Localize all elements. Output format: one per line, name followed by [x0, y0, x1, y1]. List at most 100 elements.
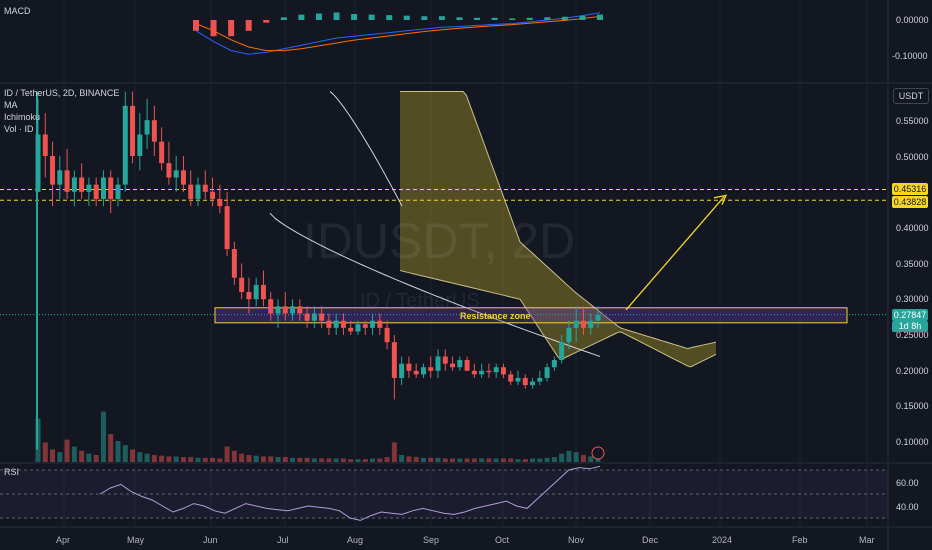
- volume-bar: [115, 441, 121, 462]
- volume-bar: [464, 458, 470, 462]
- macd-histogram-bar: [579, 15, 586, 20]
- candle-body: [217, 198, 223, 207]
- indicator-ichimoku-label[interactable]: Ichimoku: [4, 112, 41, 122]
- candle-body: [64, 170, 70, 192]
- candle-body: [413, 370, 419, 375]
- volume-bar: [551, 457, 557, 462]
- macd-histogram-bar: [544, 17, 551, 20]
- candle-body: [370, 320, 376, 328]
- rsi-tick-label: 60.00: [896, 478, 919, 488]
- volume-bar: [500, 458, 506, 462]
- currency-button[interactable]: USDT: [893, 88, 929, 104]
- price-tick-label: 0.20000: [896, 366, 929, 376]
- macd-histogram-bar: [193, 20, 199, 31]
- candle-body: [384, 327, 390, 343]
- volume-bar: [326, 458, 332, 462]
- volume-bar: [559, 453, 565, 462]
- ma-slow-line: [329, 91, 403, 207]
- volume-bar: [428, 457, 434, 462]
- volume-bar: [268, 456, 274, 462]
- volume-bar: [71, 446, 77, 462]
- candle-body: [493, 367, 499, 373]
- candle-body: [377, 320, 383, 328]
- candle-body: [268, 299, 274, 314]
- ichimoku-span-a: [400, 91, 717, 350]
- candle-body: [130, 105, 136, 156]
- volume-bar: [355, 459, 361, 462]
- candle-body: [580, 320, 586, 328]
- price-tick-label: 0.55000: [896, 116, 929, 126]
- volume-bar: [377, 458, 383, 462]
- candle-body: [559, 342, 565, 361]
- candle-body: [522, 377, 528, 386]
- volume-bar: [79, 450, 85, 462]
- volume-bar: [137, 452, 143, 462]
- volume-bar: [180, 457, 186, 462]
- candle-body: [304, 313, 310, 321]
- volume-bar: [406, 456, 412, 462]
- projection-arrowhead: [713, 194, 728, 205]
- candle-body: [260, 284, 266, 300]
- volume-bar: [304, 457, 310, 462]
- volume-bar: [166, 456, 172, 462]
- volume-bar: [130, 449, 136, 462]
- volume-bar: [217, 458, 223, 462]
- volume-bar: [391, 442, 397, 462]
- candle-body: [282, 306, 288, 314]
- volume-bar: [595, 457, 601, 462]
- candle-body: [210, 191, 216, 199]
- candle-body: [471, 370, 477, 375]
- volume-bar: [508, 458, 514, 462]
- date-tick-label: Sep: [423, 535, 440, 545]
- macd-histogram-bar: [421, 16, 428, 20]
- macd-histogram-bar: [263, 20, 270, 23]
- indicator-ma-label[interactable]: MA: [4, 100, 18, 110]
- candle-body: [188, 184, 194, 199]
- macd-histogram-bar: [561, 16, 568, 20]
- volume-bar: [442, 458, 448, 462]
- volume-bar: [522, 459, 528, 462]
- volume-bar: [253, 455, 259, 462]
- candle-body: [166, 163, 172, 178]
- candle-body: [588, 320, 594, 328]
- date-tick-label: Jul: [277, 535, 289, 545]
- chart-title[interactable]: ID / TetherUS, 2D, BINANCE: [4, 88, 120, 98]
- candle-body: [457, 360, 463, 368]
- candle-body: [202, 184, 208, 192]
- indicator-volume-label[interactable]: Vol · ID: [4, 124, 34, 134]
- volume-bar: [486, 458, 492, 462]
- date-tick-label: Apr: [56, 535, 71, 545]
- candle-body: [86, 184, 92, 192]
- volume-bar: [173, 456, 179, 462]
- candle-body: [224, 206, 230, 250]
- volume-bar: [588, 456, 594, 462]
- candle-body: [246, 292, 252, 300]
- candle-body: [115, 184, 121, 199]
- date-tick-label: Aug: [347, 535, 364, 545]
- volume-bar: [530, 458, 536, 462]
- volume-bar: [493, 458, 499, 462]
- macd-histogram-bar: [526, 17, 533, 20]
- macd-histogram-bar: [333, 12, 340, 20]
- candle-body: [362, 324, 368, 328]
- volume-bar: [122, 445, 128, 462]
- candle-body: [42, 134, 48, 156]
- resistance-zone: [214, 307, 848, 324]
- date-tick-label: Nov: [568, 535, 585, 545]
- volume-bar: [362, 459, 368, 462]
- volume-bar: [471, 458, 477, 462]
- macd-histogram-bar: [456, 17, 463, 20]
- candle-body: [195, 184, 201, 199]
- macd-histogram-bar: [368, 14, 375, 20]
- macd-series-line: [195, 15, 601, 52]
- macd-histogram-bar: [597, 14, 603, 20]
- candle-body: [319, 313, 325, 321]
- candle-body: [479, 370, 485, 375]
- candle-body: [391, 342, 397, 378]
- candle-body: [355, 324, 361, 332]
- price-tick-label: 0.25000: [896, 330, 929, 340]
- volume-bar: [275, 457, 281, 462]
- candle-body: [486, 370, 492, 373]
- date-tick-label: Jun: [203, 535, 218, 545]
- candle-body: [428, 367, 434, 371]
